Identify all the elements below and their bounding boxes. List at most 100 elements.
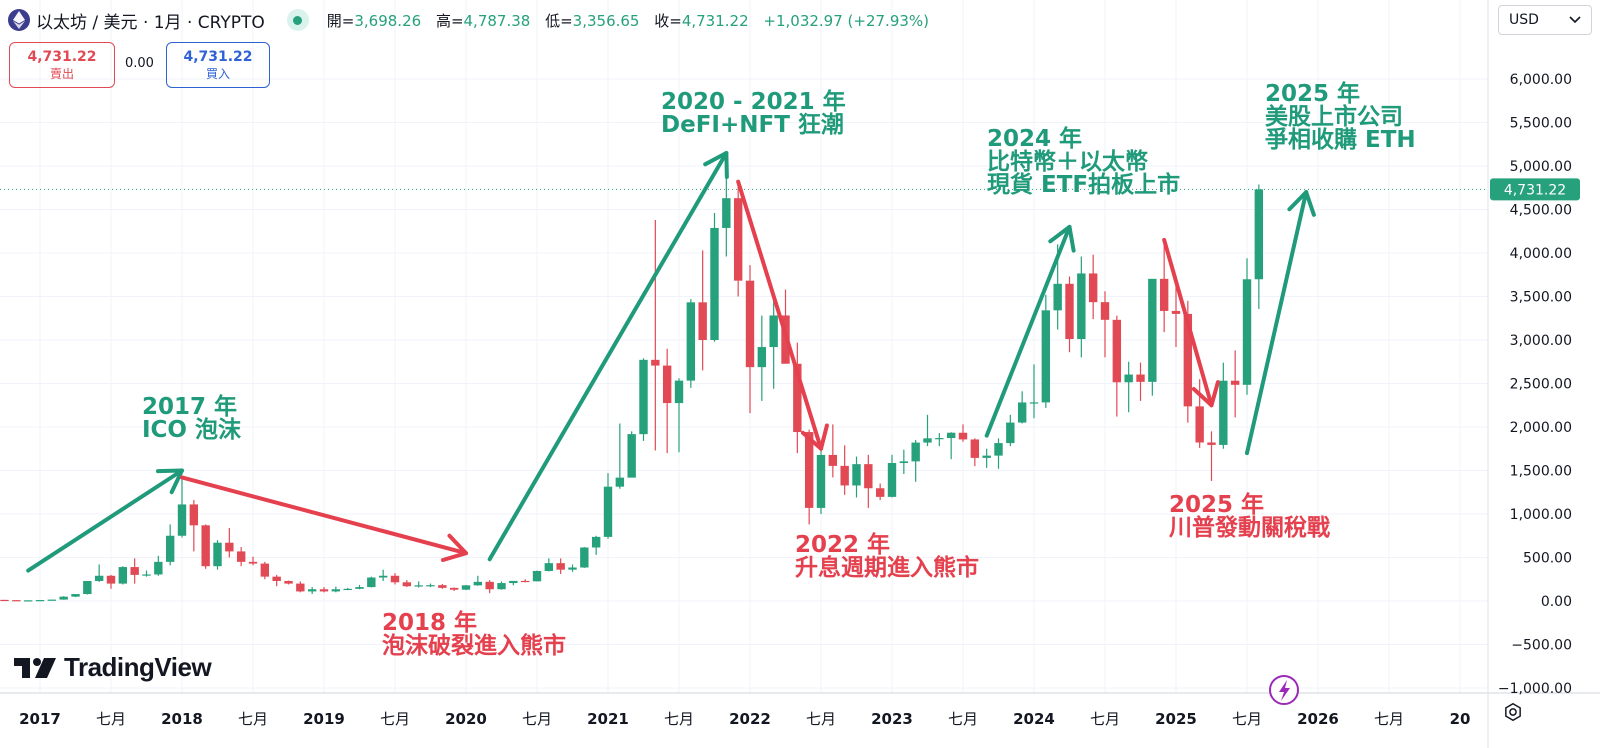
candle [899, 449, 909, 474]
candle-body [12, 600, 21, 602]
buy-button[interactable]: 4,731.22 買入 [166, 42, 270, 88]
buy-price: 4,731.22 [183, 49, 253, 65]
tradingview-wordmark: TradingView [64, 652, 212, 682]
annotation-line: 2017 年 [142, 393, 237, 420]
candle [1088, 254, 1098, 320]
x-tick-label: 2018 [161, 710, 203, 728]
spread-value: 0.00 [125, 56, 154, 71]
candle [1254, 184, 1264, 309]
candle-body [130, 567, 139, 575]
annotation-arrows [26, 150, 1316, 573]
time-axis[interactable]: 2017 七月 2018 七月 2019 七月 2020 七月 2021 七月 2022 七月 2023… [19, 710, 1470, 728]
candle-body [497, 583, 506, 590]
candle [804, 429, 814, 525]
candle [106, 574, 116, 589]
annotation-label: 2025 年川普發動關稅戰 [1169, 491, 1330, 541]
candle-body [639, 359, 648, 435]
candle [1065, 276, 1074, 353]
candle-body [485, 581, 494, 590]
y-tick-label: 5,500.00 [1510, 116, 1572, 132]
candle-body [225, 542, 234, 552]
candle-body [994, 443, 1003, 456]
candle-body [509, 580, 518, 584]
candle-body [1100, 302, 1110, 320]
candle-body [1124, 374, 1133, 383]
candle [923, 414, 932, 447]
candle-body [568, 567, 577, 570]
x-tick-label: 2017 [19, 710, 61, 728]
candle-body [296, 583, 305, 592]
tradingview-icon [14, 657, 56, 678]
candle [473, 575, 483, 586]
tradingview-logo[interactable]: TradingView [14, 652, 212, 683]
trend-arrow-head [1191, 380, 1220, 408]
bolt-icon[interactable] [1269, 675, 1299, 705]
annotation-line: 2025 年 [1169, 491, 1264, 518]
candle-body [260, 563, 270, 577]
candle [816, 445, 826, 514]
ethereum-icon [8, 9, 30, 31]
candle [662, 348, 672, 454]
symbol-title[interactable]: 以太坊 / 美元 · 1月 · CRYPTO [36, 12, 265, 33]
sell-button[interactable]: 4,731.22 賣出 [9, 42, 115, 88]
low-value: 3,356.65 [572, 11, 640, 30]
x-tick-label: 七月 [522, 710, 552, 728]
candle-body [1183, 313, 1193, 407]
x-tick-label: 20 [1450, 710, 1471, 728]
candle-body [1254, 189, 1264, 280]
candle-body [402, 582, 412, 587]
candle [426, 583, 435, 588]
price-axis[interactable]: 6,000.00 5,500.00 5,000.00 4,500.00 4,000.00… [1498, 72, 1572, 697]
y-tick-label: 4,500.00 [1510, 203, 1572, 219]
candle-body [35, 600, 45, 602]
candle-body [1219, 380, 1228, 445]
candle-body [142, 574, 151, 576]
x-tick-label: 七月 [806, 710, 836, 728]
y-tick-label: 2,000.00 [1510, 420, 1572, 436]
y-tick-label: 0.00 [1541, 594, 1572, 610]
candle [970, 438, 980, 467]
candle-body [935, 438, 944, 440]
currency-select[interactable]: USD [1498, 5, 1592, 35]
trend-arrow [1245, 190, 1316, 456]
annotation-line: 升息週期進入熊市 [795, 554, 979, 581]
candle-body [674, 380, 684, 404]
candle-body [722, 198, 731, 228]
change-value: +1,032.97 (+27.93%) [763, 11, 930, 30]
candle-body [438, 585, 447, 588]
candle [603, 473, 613, 539]
candle [1017, 391, 1027, 424]
annotation-label: 2025 年美股上市公司爭相收購 ETH [1265, 80, 1416, 153]
candle-body [1242, 279, 1252, 385]
candle [71, 594, 80, 598]
candle-body [307, 589, 317, 592]
trend-arrow-shaft [26, 468, 184, 573]
annotation-label: 2017 年 ICO 泡沫 [142, 393, 242, 443]
candle-body [875, 488, 885, 497]
candle-body [1159, 278, 1169, 311]
annotation-label: 2018 年泡沫破裂進入熊市 [382, 609, 566, 659]
candle [236, 547, 246, 567]
trend-arrow [487, 150, 729, 562]
candle-body [532, 570, 542, 582]
candle [1077, 256, 1086, 358]
settings-icon[interactable] [1502, 701, 1524, 723]
candle-body [627, 434, 636, 478]
candle-body [887, 463, 897, 497]
annotation-line: 比特幣＋以太幣 [987, 149, 1148, 175]
candle-body [83, 580, 92, 595]
x-tick-label: 七月 [664, 710, 694, 728]
candle [710, 212, 719, 342]
candle-body [958, 432, 968, 440]
candle [580, 547, 589, 568]
trend-arrow-shaft [1245, 190, 1309, 456]
candle-body [47, 599, 57, 601]
x-tick-label: 七月 [1090, 710, 1120, 728]
open-value: 3,698.26 [354, 11, 422, 30]
candle [698, 250, 707, 371]
candle [733, 185, 743, 297]
annotation-line: 現貨 ETF拍板上市 [987, 171, 1180, 198]
candle [509, 580, 518, 586]
y-tick-label: 2,500.00 [1510, 377, 1572, 393]
